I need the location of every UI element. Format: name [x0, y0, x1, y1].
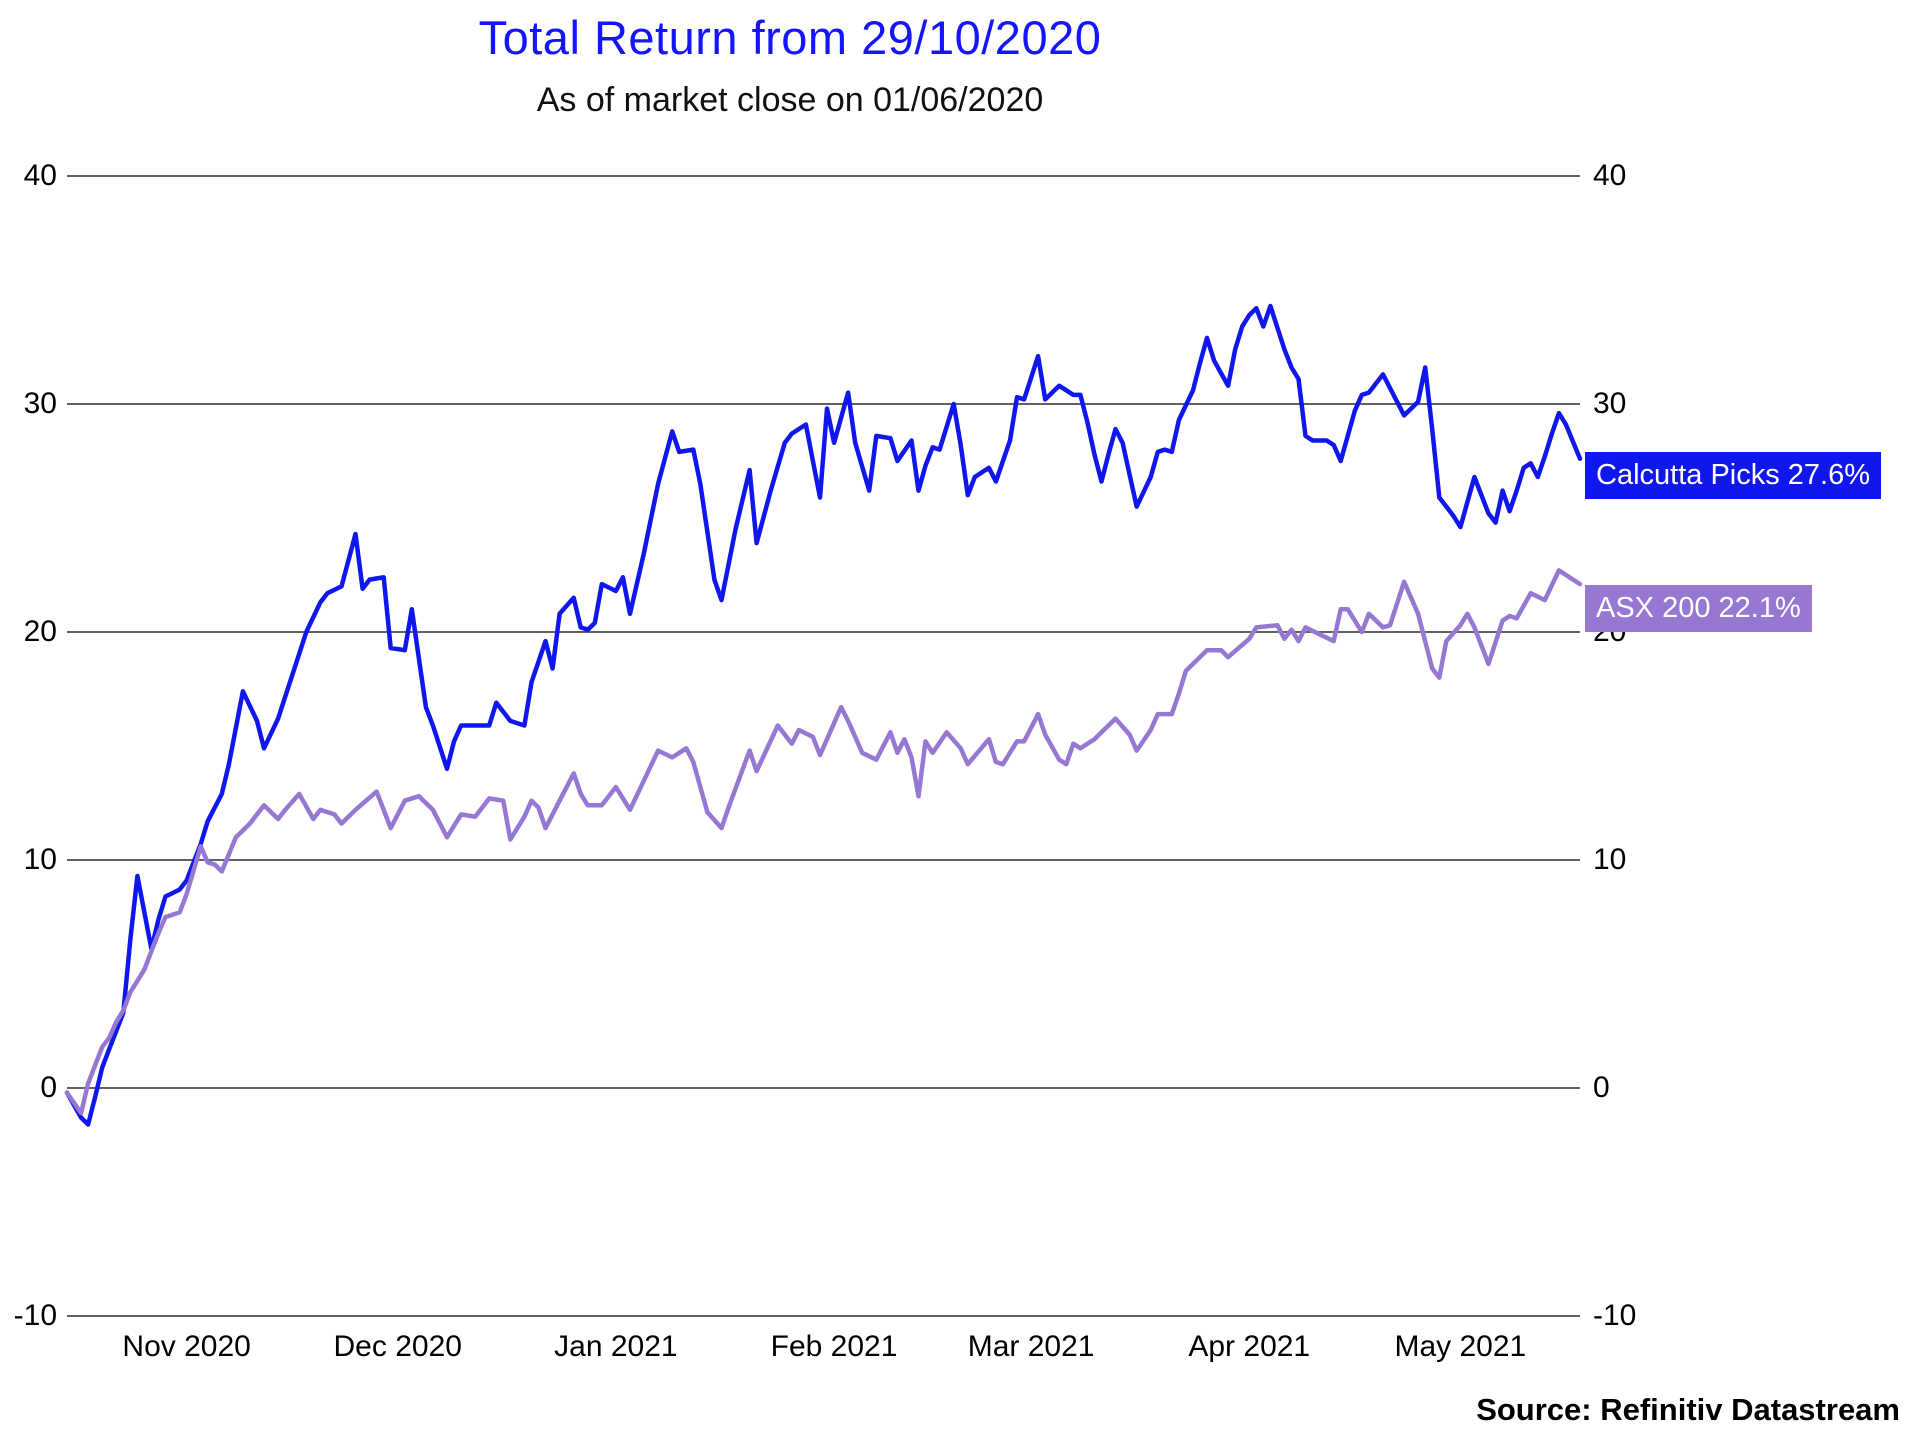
series-lines: [64, 303, 1583, 1127]
x-tick-label-jan-2021: Jan 2021: [554, 1330, 678, 1363]
asx-200-end-label: ASX 200 22.1%: [1585, 585, 1812, 632]
x-tick-label-may-2021: May 2021: [1394, 1330, 1527, 1363]
source-note: Source: Refinitiv Datastream: [1476, 1392, 1900, 1427]
x-tick-label-mar-2021: Mar 2021: [967, 1330, 1095, 1363]
gridlines: [67, 175, 1580, 1317]
x-tick-label-dec-2020: Dec 2020: [333, 1330, 462, 1363]
y-tick-label-left-30: 30: [23, 387, 57, 420]
x-tick-label-feb-2021: Feb 2021: [770, 1330, 898, 1363]
asx-200-line: [64, 568, 1583, 1116]
chart-title: Total Return from 29/10/2020: [478, 11, 1102, 64]
y-tick-label-left-20: 20: [23, 615, 57, 648]
chart-subtitle: As of market close on 01/06/2020: [536, 81, 1044, 119]
calcutta-picks-end-label: Calcutta Picks 27.6%: [1585, 452, 1882, 499]
y-tick-label-right-10: 10: [1593, 843, 1627, 876]
y-tick-label-left-0: 0: [40, 1071, 57, 1104]
calcutta-picks-line: [64, 303, 1583, 1127]
y-tick-label-left--10: -10: [13, 1299, 57, 1332]
y-tick-label-right-40: 40: [1593, 159, 1627, 192]
y-tick-label-right--10: -10: [1593, 1299, 1637, 1332]
y-tick-label-right-0: 0: [1593, 1071, 1610, 1104]
y-tick-label-left-40: 40: [23, 159, 57, 192]
x-tick-label-nov-2020: Nov 2020: [122, 1330, 251, 1363]
x-tick-label-apr-2021: Apr 2021: [1188, 1330, 1311, 1363]
y-tick-label-left-10: 10: [23, 843, 57, 876]
y-tick-label-right-30: 30: [1593, 387, 1627, 420]
